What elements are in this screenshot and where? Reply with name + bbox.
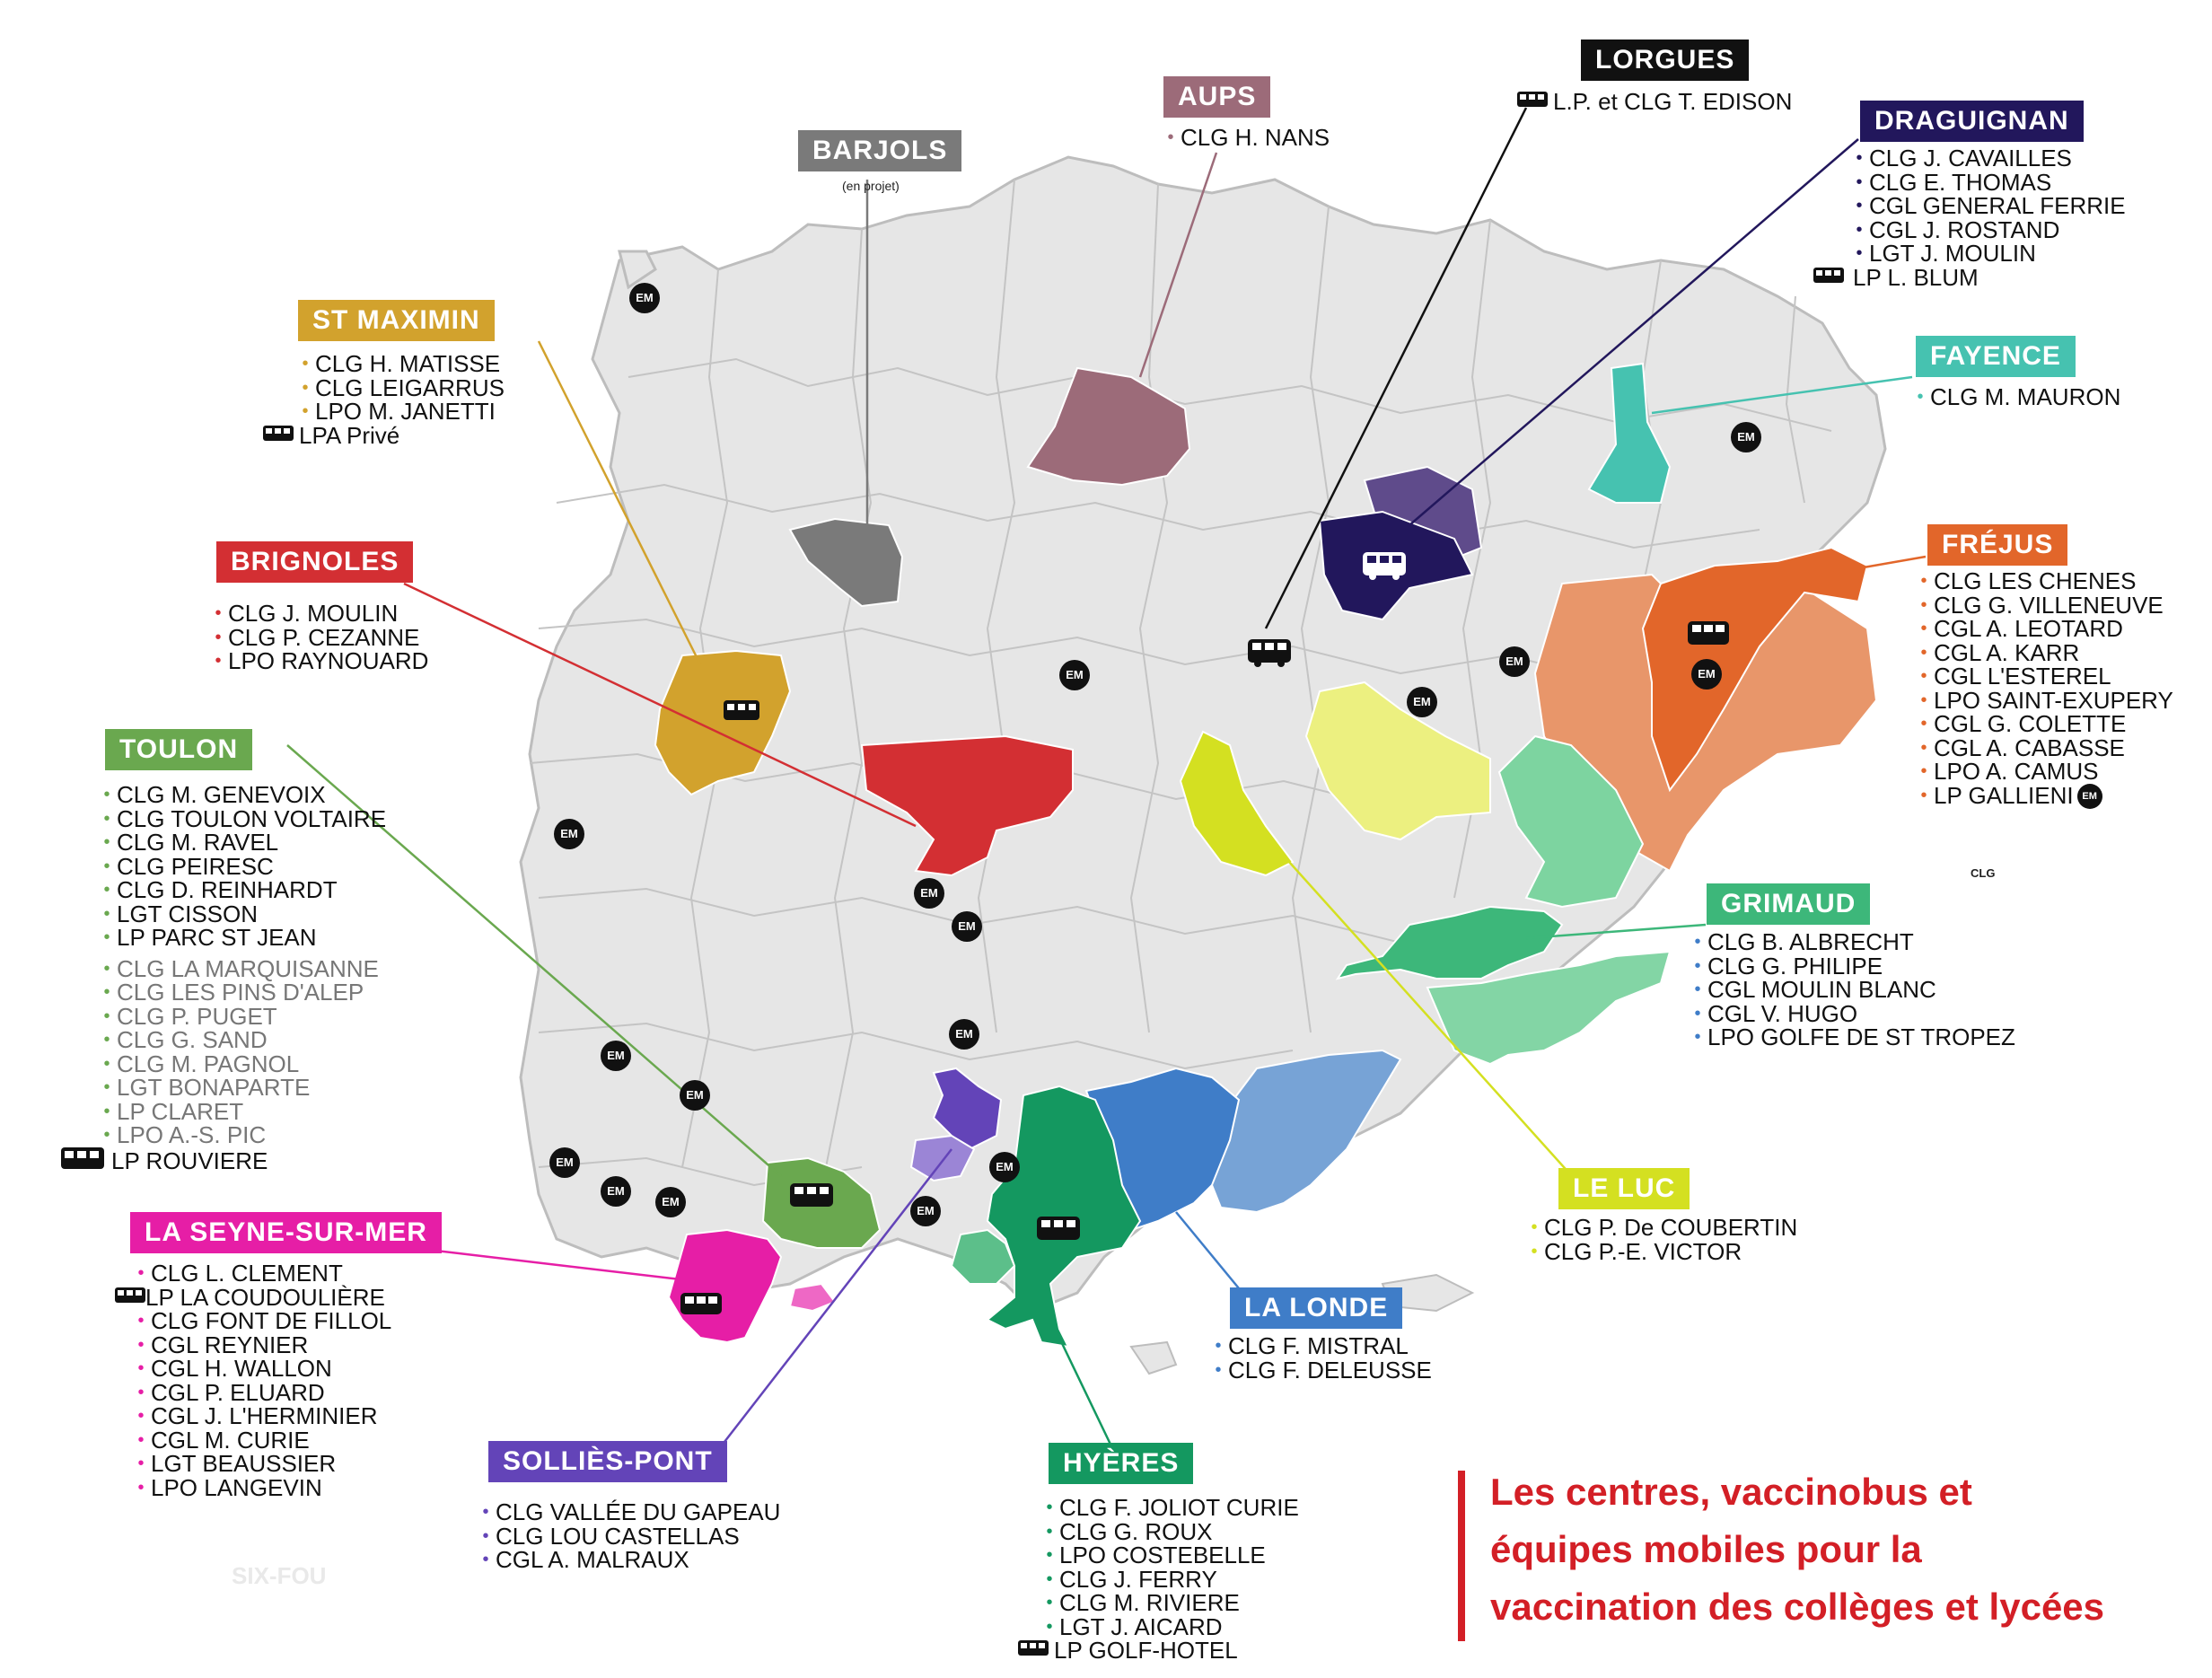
area-fayence bbox=[1587, 362, 1672, 504]
center-label-la-londe: LA LONDE bbox=[1230, 1287, 1403, 1329]
bus-icon bbox=[61, 1146, 106, 1175]
center-list-aups: • CLG H. NANS bbox=[1167, 124, 1330, 151]
area-barjols bbox=[788, 517, 904, 608]
six-fours-ghost-label: SIX-FOU bbox=[232, 1562, 327, 1589]
em-marker: EM bbox=[1407, 687, 1437, 717]
title-accent-bar bbox=[1458, 1471, 1465, 1641]
area-grimaud-light bbox=[1426, 950, 1672, 1066]
center-label-aups: AUPS bbox=[1163, 76, 1271, 118]
area-le-luc bbox=[1179, 730, 1295, 877]
bus-icon bbox=[1037, 1217, 1080, 1240]
bus-icon bbox=[1517, 90, 1548, 114]
em-marker: EM bbox=[1499, 646, 1530, 677]
center-label-hyeres: HYÈRES bbox=[1049, 1443, 1194, 1484]
area-hyeres-light bbox=[950, 1228, 1016, 1285]
bus-icon bbox=[680, 1293, 722, 1314]
em-marker: EM bbox=[1691, 659, 1722, 690]
center-label-le-luc: LE LUC bbox=[1558, 1168, 1690, 1209]
title-line-1: Les centres, vaccinobus et bbox=[1490, 1471, 1972, 1513]
area-st-maximin bbox=[654, 649, 792, 796]
bus-markers bbox=[680, 552, 1729, 1314]
area-green-light bbox=[1497, 734, 1645, 909]
center-list-brignoles: • CLG J. MOULIN • CLG P. CEZANNE • LPO RAYN… bbox=[215, 600, 429, 674]
center-list-st-maximin: • CLG H. MATISSE • CLG LEIGARRUS • LPO M. J… bbox=[263, 352, 505, 447]
clg-tiny-label: CLG bbox=[1971, 866, 1996, 880]
center-label-st-maximin: ST MAXIMIN bbox=[298, 300, 495, 341]
em-marker: EM bbox=[1731, 422, 1761, 452]
em-marker: EM bbox=[680, 1080, 710, 1111]
em-marker: EM bbox=[601, 1041, 631, 1071]
center-label-fayence: FAYENCE bbox=[1916, 336, 2076, 377]
center-label-toulon: TOULON bbox=[105, 729, 253, 770]
em-marker: EM bbox=[952, 911, 982, 942]
em-marker: EM bbox=[601, 1176, 631, 1207]
bus-icon bbox=[724, 700, 759, 720]
center-list-frejus: • CLG LES CHENES • CLG G. VILLENEUVE • CGL … bbox=[1920, 567, 2173, 810]
em-marker: EM bbox=[629, 283, 660, 313]
center-list-fayence: • CLG M. MAURON bbox=[1917, 383, 2121, 410]
bus-icon bbox=[1813, 266, 1844, 290]
center-label-grimaud: GRIMAUD bbox=[1707, 883, 1871, 925]
center-list-hyeres: • CLG F. JOLIOT CURIE • CLG G. ROUX • LPO C… bbox=[1018, 1496, 1299, 1663]
center-list-la-londe: • CLG F. MISTRAL • CLG F. DELEUSSE bbox=[1215, 1332, 1432, 1384]
bus-icon bbox=[1688, 621, 1729, 645]
center-label-sollies-pont: SOLLIÈS-PONT bbox=[488, 1441, 727, 1482]
area-la-seyne bbox=[667, 1228, 783, 1344]
center-label-frejus: FRÉJUS bbox=[1927, 524, 2068, 566]
bus-icon bbox=[790, 1183, 833, 1207]
center-list-le-luc: • CLG P. De COUBERTIN • CLG P.-E. VICTOR bbox=[1531, 1214, 1798, 1265]
bus-icon bbox=[1363, 552, 1406, 580]
title-line-2: équipes mobiles pour la bbox=[1490, 1528, 1922, 1570]
em-marker: EM bbox=[2076, 783, 2102, 809]
bus-icon bbox=[1018, 1638, 1049, 1663]
center-label-draguignan: DRAGUIGNAN bbox=[1860, 101, 2084, 142]
center-list-draguignan: • CLG J. CAVAILLES • CLG E. THOMAS • CGL GE… bbox=[1813, 146, 2126, 289]
em-marker: EM bbox=[989, 1152, 1020, 1182]
center-label-barjols: BARJOLS bbox=[798, 130, 962, 171]
area-sollies-pont-light bbox=[909, 1134, 976, 1182]
center-label-lorgues: LORGUES bbox=[1581, 40, 1750, 81]
em-marker: EM bbox=[554, 819, 584, 849]
em-marker: EM bbox=[1059, 660, 1090, 690]
title-line-3: vaccination des collèges et lycées bbox=[1490, 1586, 2105, 1628]
barjols-note: (en projet) bbox=[842, 179, 900, 193]
em-marker: EM bbox=[910, 1196, 941, 1226]
bus-icon bbox=[263, 424, 294, 448]
area-la-seyne-light bbox=[788, 1282, 837, 1313]
em-marker: EM bbox=[949, 1019, 979, 1050]
center-list-la-seyne: • CLG L. CLEMENT LP LA COUDOULIÈRE • CLG F… bbox=[115, 1261, 391, 1499]
center-list-toulon: • CLG M. GENEVOIX • CLG TOULON VOLTAIRE • C… bbox=[61, 783, 386, 1174]
area-aups bbox=[1026, 366, 1191, 487]
page-title: Les centres, vaccinobus et équipes mobil… bbox=[1490, 1463, 2104, 1636]
area-yellow-light bbox=[1304, 681, 1491, 841]
area-brignoles bbox=[860, 734, 1074, 877]
center-list-grimaud: • CLG B. ALBRECHT • CLG G. PHILIPE • CGL MO… bbox=[1694, 928, 2015, 1050]
em-marker: EM bbox=[655, 1187, 686, 1217]
center-list-sollies-pont: • CLG VALLÉE DU GAPEAU • CLG LOU CASTELLAS… bbox=[482, 1498, 781, 1573]
area-sollies-pont bbox=[932, 1067, 1003, 1151]
em-marker: EM bbox=[914, 878, 944, 909]
center-label-brignoles: BRIGNOLES bbox=[216, 541, 414, 583]
center-list-lorgues: L.P. et CLG T. EDISON bbox=[1517, 90, 1792, 114]
bus-icon bbox=[115, 1286, 145, 1310]
bus-icon bbox=[1248, 639, 1291, 667]
em-marker: EM bbox=[549, 1147, 580, 1178]
area-grimaud bbox=[1335, 905, 1564, 980]
area-frejus bbox=[1641, 546, 1869, 793]
center-label-la-seyne: LA SEYNE-SUR-MER bbox=[130, 1212, 442, 1253]
